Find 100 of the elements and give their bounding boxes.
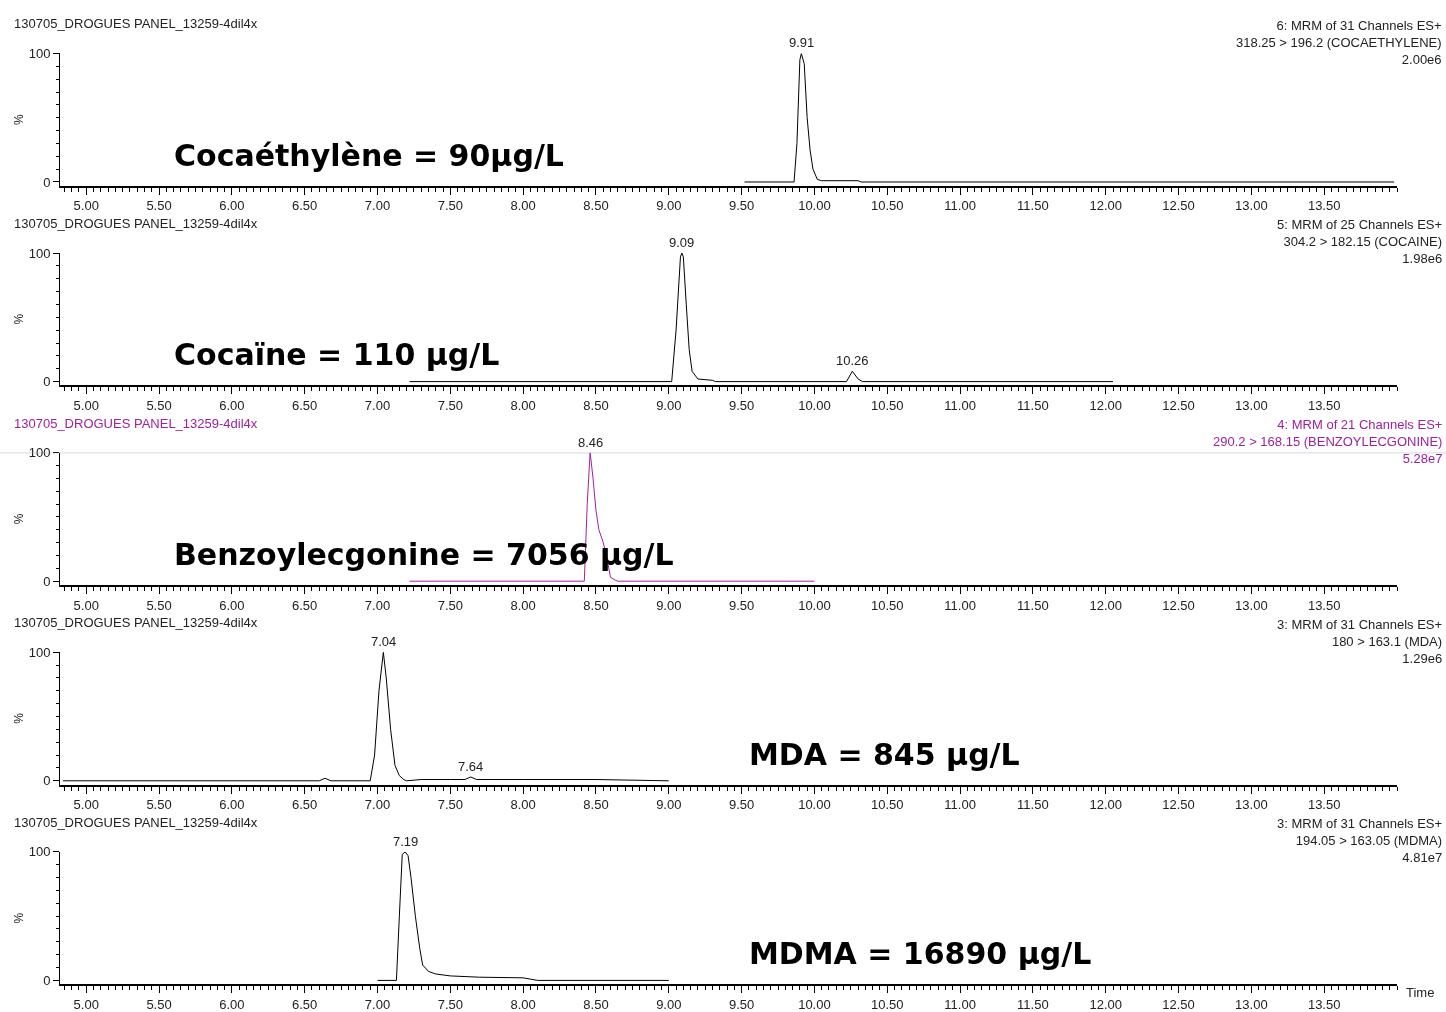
chart-title: 130705_DROGUES PANEL_13259-4dil4x bbox=[14, 416, 258, 431]
x-tick-label: 9.50 bbox=[728, 996, 755, 1012]
y-tick-label: 100 bbox=[28, 445, 51, 461]
x-tick-label: 10.00 bbox=[798, 597, 831, 613]
x-tick-label: 9.00 bbox=[656, 398, 682, 414]
x-tick-label: 12.00 bbox=[1089, 996, 1122, 1012]
x-tick-label: 6.50 bbox=[292, 198, 318, 214]
annotation: 9.09 bbox=[669, 235, 695, 250]
y-tick-label: 0 bbox=[43, 773, 51, 789]
y-tick-label: 100 bbox=[28, 844, 51, 860]
annotation: MDA = 845 µg/L bbox=[749, 737, 1020, 772]
x-tick-label: 11.50 bbox=[1017, 996, 1049, 1012]
chart-title: 130705_DROGUES PANEL_13259-4dil4x bbox=[14, 615, 258, 630]
x-tick-label: 10.50 bbox=[870, 198, 904, 214]
x-tick-label: 9.50 bbox=[728, 797, 755, 813]
x-tick-label: 10.00 bbox=[798, 996, 831, 1012]
x-tick-label: 9.50 bbox=[728, 398, 755, 414]
x-tick-label: 10.00 bbox=[798, 198, 831, 214]
x-tick-label: 8.00 bbox=[510, 398, 536, 414]
x-tick-label: 12.50 bbox=[1162, 996, 1195, 1012]
x-tick-label: 9.50 bbox=[728, 597, 755, 613]
x-tick-label: 13.00 bbox=[1235, 996, 1268, 1012]
x-tick-label: 11.00 bbox=[944, 797, 976, 813]
x-tick-label: 5.50 bbox=[146, 398, 172, 414]
x-tick-label: 5.50 bbox=[146, 797, 172, 813]
x-tick-label: 7.50 bbox=[437, 597, 463, 613]
y-axis-title: % bbox=[12, 513, 26, 525]
x-tick-label: 10.00 bbox=[798, 398, 831, 414]
x-tick-label: 13.50 bbox=[1307, 597, 1341, 613]
x-tick-label: 13.00 bbox=[1235, 398, 1268, 414]
x-tick-label: 6.00 bbox=[219, 797, 245, 813]
y-axis-title: % bbox=[12, 113, 26, 125]
x-tick-label: 8.00 bbox=[510, 198, 536, 214]
x-tick-label: 11.00 bbox=[944, 996, 976, 1012]
x-tick-label: 8.00 bbox=[510, 797, 536, 813]
x-tick-label: 11.00 bbox=[944, 597, 976, 613]
annotation: 7.19 bbox=[393, 834, 419, 849]
y-tick-label: 100 bbox=[28, 245, 51, 261]
x-tick-label: 10.50 bbox=[870, 996, 904, 1012]
y-tick-label: 0 bbox=[43, 174, 51, 190]
x-tick-label: 5.00 bbox=[73, 398, 99, 414]
x-tick-label: 6.50 bbox=[292, 996, 318, 1012]
x-tick-label: 8.50 bbox=[583, 996, 609, 1012]
x-tick-label: 5.50 bbox=[146, 597, 172, 613]
x-tick-label: 6.00 bbox=[219, 198, 245, 214]
annotation: Cocaïne = 110 µg/L bbox=[174, 337, 500, 372]
x-tick-label: 12.00 bbox=[1089, 597, 1122, 613]
x-tick-label: 11.50 bbox=[1017, 797, 1049, 813]
x-tick-label: 13.50 bbox=[1307, 198, 1341, 214]
x-tick-label: 12.50 bbox=[1162, 198, 1195, 214]
annotation: 9.91 bbox=[789, 35, 815, 50]
x-tick-label: 13.00 bbox=[1235, 597, 1268, 613]
y-tick-label: 0 bbox=[43, 573, 51, 589]
x-tick-label: 5.50 bbox=[146, 198, 172, 214]
x-tick-label: 7.50 bbox=[437, 398, 463, 414]
x-tick-label: 8.00 bbox=[510, 996, 536, 1012]
x-tick-label: 10.50 bbox=[870, 398, 904, 414]
x-tick-label: 11.00 bbox=[944, 398, 976, 414]
x-tick-label: 5.00 bbox=[73, 996, 99, 1012]
x-tick-label: 5.00 bbox=[73, 198, 99, 214]
x-tick-label: 9.50 bbox=[728, 198, 755, 214]
x-axis-title: Time bbox=[1406, 985, 1435, 1000]
x-tick-label: 8.50 bbox=[583, 597, 609, 613]
x-tick-label: 7.50 bbox=[437, 797, 463, 813]
annotation: 8.46 bbox=[578, 435, 604, 450]
x-tick-label: 12.50 bbox=[1162, 597, 1195, 613]
y-axis-title: % bbox=[12, 912, 26, 924]
x-tick-label: 6.00 bbox=[219, 597, 245, 613]
chart-title: 130705_DROGUES PANEL_13259-4dil4x bbox=[14, 16, 258, 31]
x-tick-label: 6.50 bbox=[292, 398, 318, 414]
x-tick-label: 10.00 bbox=[798, 797, 831, 813]
y-axis-title: % bbox=[12, 313, 26, 325]
x-tick-label: 6.00 bbox=[219, 996, 245, 1012]
x-tick-label: 12.00 bbox=[1089, 198, 1122, 214]
y-axis-title: % bbox=[12, 712, 26, 724]
x-tick-label: 10.50 bbox=[870, 597, 904, 613]
x-tick-label: 7.00 bbox=[364, 797, 391, 813]
annotation: 7.04 bbox=[371, 634, 397, 649]
annotation: 7.64 bbox=[458, 759, 484, 774]
x-tick-label: 13.00 bbox=[1235, 198, 1268, 214]
x-tick-label: 12.50 bbox=[1162, 797, 1195, 813]
x-tick-label: 13.00 bbox=[1235, 797, 1268, 813]
x-tick-label: 13.50 bbox=[1307, 797, 1341, 813]
x-tick-label: 10.50 bbox=[870, 797, 904, 813]
x-tick-label: 11.50 bbox=[1017, 398, 1049, 414]
x-tick-label: 5.00 bbox=[73, 597, 99, 613]
y-tick-label: 0 bbox=[43, 972, 51, 988]
annotation: Benzoylecgonine = 7056 µg/L bbox=[174, 537, 674, 572]
annotation: 3: MRM of 31 Channels ES+ 180 > 163.1 (MDA) 1.29e6 bbox=[1277, 617, 1443, 666]
annotation: 10.26 bbox=[836, 353, 869, 368]
x-tick-label: 7.00 bbox=[364, 996, 391, 1012]
x-tick-label: 7.50 bbox=[437, 198, 463, 214]
x-tick-label: 6.00 bbox=[219, 398, 245, 414]
chart-title: 130705_DROGUES PANEL_13259-4dil4x bbox=[14, 815, 258, 830]
x-tick-label: 13.50 bbox=[1307, 398, 1341, 414]
x-tick-label: 12.00 bbox=[1089, 797, 1122, 813]
x-tick-label: 13.50 bbox=[1307, 996, 1341, 1012]
x-tick-label: 5.50 bbox=[146, 996, 172, 1012]
x-tick-label: 11.00 bbox=[944, 198, 976, 214]
x-tick-label: 9.00 bbox=[656, 198, 682, 214]
